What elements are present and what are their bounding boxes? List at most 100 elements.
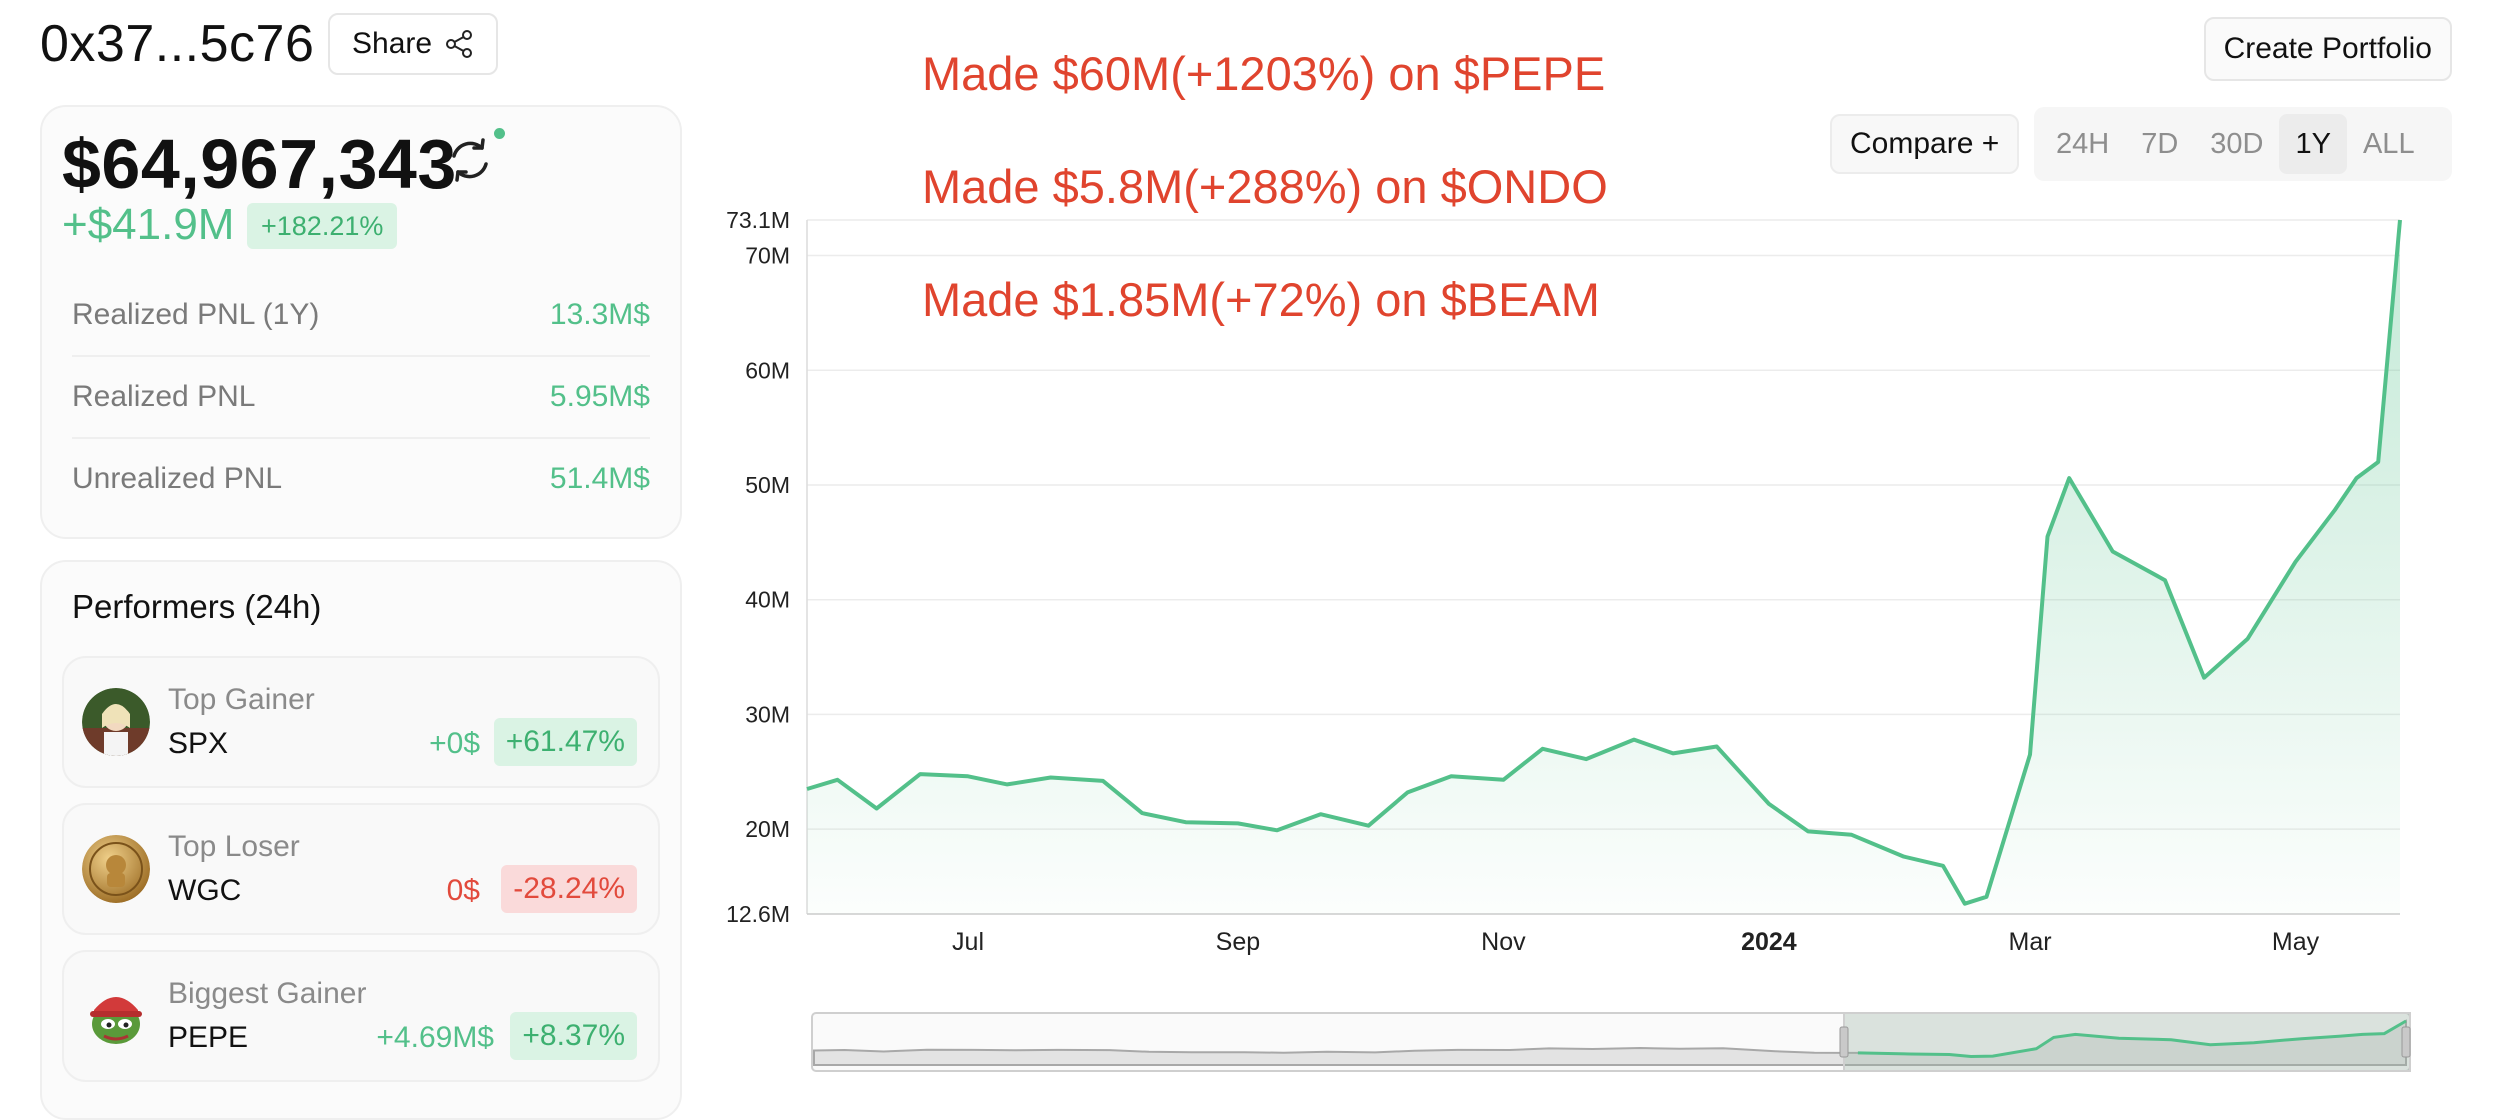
wgc-token-icon (82, 835, 150, 903)
chart-data-point[interactable] (2398, 218, 2402, 222)
pnl-row-realized: Realized PNL 5.95M$ (72, 357, 650, 437)
chart-data-point[interactable] (1101, 779, 1105, 783)
y-tick-label: 20M (745, 816, 790, 842)
performer-symbol: WGC (168, 874, 242, 907)
pnl-percent-badge: +182.21% (247, 203, 398, 249)
performer-label: Top Loser (168, 830, 300, 863)
refresh-icon[interactable] (444, 134, 496, 186)
chart-data-point[interactable] (2045, 535, 2049, 539)
y-tick-label: 40M (745, 587, 790, 613)
chart-data-point[interactable] (1632, 738, 1636, 742)
navigator-left-handle[interactable] (1839, 1026, 1849, 1058)
chart-data-point[interactable] (1184, 820, 1188, 824)
performers-title: Performers (24h) (72, 588, 322, 625)
chart-data-point[interactable] (966, 774, 970, 778)
pnl-row-value: 51.4M$ (549, 462, 650, 495)
pnl-row-value: 5.95M$ (549, 380, 650, 413)
range-all[interactable]: ALL (2362, 127, 2415, 160)
performer-percent-badge: -28.24% (501, 865, 637, 913)
chart-data-point[interactable] (1850, 833, 1854, 837)
x-tick-label: Nov (1481, 928, 1526, 956)
chart-data-point[interactable] (1963, 902, 1967, 906)
chart-data-point[interactable] (2354, 476, 2358, 480)
chart-data-point[interactable] (918, 772, 922, 776)
divider (72, 355, 650, 357)
range-24h[interactable]: 24H (2056, 127, 2110, 160)
chart-data-point[interactable] (1140, 811, 1144, 815)
chart-series-line (806, 219, 2402, 906)
annotation-pepe: Made $60M(+1203%) on $PEPE (922, 47, 1606, 100)
chart-data-point[interactable] (1366, 824, 1370, 828)
performer-label: Biggest Gainer (168, 977, 367, 1010)
x-tick-label: Sep (1216, 928, 1260, 956)
chart-data-point[interactable] (805, 787, 809, 791)
chart-data-point[interactable] (2294, 560, 2298, 564)
wallet-address: 0x37...5c76 (40, 15, 315, 73)
performer-amount: +0$ (429, 727, 480, 760)
chart-data-point[interactable] (1406, 790, 1410, 794)
chart-data-point[interactable] (2333, 508, 2337, 512)
live-status-dot (494, 128, 505, 139)
performer-symbol: SPX (168, 727, 229, 760)
portfolio-value-chart[interactable]: 73.1M 70M 60M 50M 40M 30M 20M 12.6M Jul Sep Nov 20… (700, 195, 2420, 1085)
chart-data-point[interactable] (2246, 637, 2250, 641)
share-button[interactable]: Share (328, 13, 499, 75)
chart-data-point[interactable] (1902, 855, 1906, 859)
performer-percent-badge: +61.47% (493, 718, 637, 766)
total-value: $64,967,343 (62, 125, 457, 203)
chart-data-point[interactable] (1275, 828, 1279, 832)
range-1y[interactable]: 1Y (2279, 114, 2347, 174)
y-tick-label: 12.6M (726, 901, 790, 927)
chart-data-point[interactable] (1715, 745, 1719, 749)
performer-amount: 0$ (446, 874, 480, 907)
performer-label: Top Gainer (168, 683, 315, 716)
chart-data-point[interactable] (2163, 578, 2167, 582)
range-7d[interactable]: 7D (2141, 127, 2179, 160)
y-tick-label: 70M (745, 243, 790, 269)
chart-x-axis: Jul Sep Nov 2024 Mar May (952, 928, 2320, 956)
navigator-right-handle[interactable] (2401, 1026, 2411, 1058)
chart-data-point[interactable] (2111, 550, 2115, 554)
navigator-selection[interactable] (1843, 1012, 2411, 1072)
y-tick-label: 50M (745, 472, 790, 498)
chart-data-point[interactable] (2202, 676, 2206, 680)
y-tick-label: 60M (745, 357, 790, 383)
range-30d[interactable]: 30D (2210, 127, 2264, 160)
create-portfolio-button[interactable]: Create Portfolio (2203, 17, 2452, 81)
chart-data-point[interactable] (1541, 747, 1545, 751)
chart-data-point[interactable] (2028, 753, 2032, 757)
x-tick-label: Jul (952, 928, 984, 956)
compare-button[interactable]: Compare + (1830, 114, 2020, 174)
navigator-selected-line (1857, 1019, 2407, 1059)
y-tick-label: 30M (745, 701, 790, 727)
chart-data-point[interactable] (1005, 782, 1009, 786)
chart-data-point[interactable] (1449, 774, 1453, 778)
chart-data-point[interactable] (1671, 751, 1675, 755)
spx-token-icon (82, 688, 150, 756)
performer-symbol: PEPE (168, 1021, 249, 1054)
pnl-row-label: Realized PNL (72, 380, 256, 413)
divider (72, 437, 650, 439)
chart-data-point[interactable] (2376, 460, 2380, 464)
chart-data-point[interactable] (2067, 476, 2071, 480)
chart-data-point[interactable] (835, 778, 839, 782)
pnl-row-realized-1y: Realized PNL (1Y) 13.3M$ (72, 275, 650, 355)
chart-data-point[interactable] (1806, 829, 1810, 833)
chart-data-point[interactable] (1236, 821, 1240, 825)
performer-amount: +4.69M$ (376, 1021, 494, 1054)
pnl-amount: +$41.9M (62, 200, 235, 249)
chart-area-fill (807, 220, 2400, 914)
chart-data-point[interactable] (1985, 895, 1989, 899)
chart-y-axis: 73.1M 70M 60M 50M 40M 30M 20M 12.6M (726, 207, 790, 927)
chart-data-point[interactable] (1319, 812, 1323, 816)
chart-data-point[interactable] (1501, 778, 1505, 782)
x-tick-label: Mar (2009, 928, 2052, 956)
portfolio-value-card (40, 105, 682, 539)
chart-data-point[interactable] (1584, 757, 1588, 761)
share-icon (446, 30, 473, 58)
pnl-row-label: Unrealized PNL (72, 462, 283, 495)
chart-data-point[interactable] (1049, 775, 1053, 779)
chart-data-point[interactable] (875, 806, 879, 810)
chart-data-point[interactable] (1941, 864, 1945, 868)
chart-data-point[interactable] (1767, 802, 1771, 806)
